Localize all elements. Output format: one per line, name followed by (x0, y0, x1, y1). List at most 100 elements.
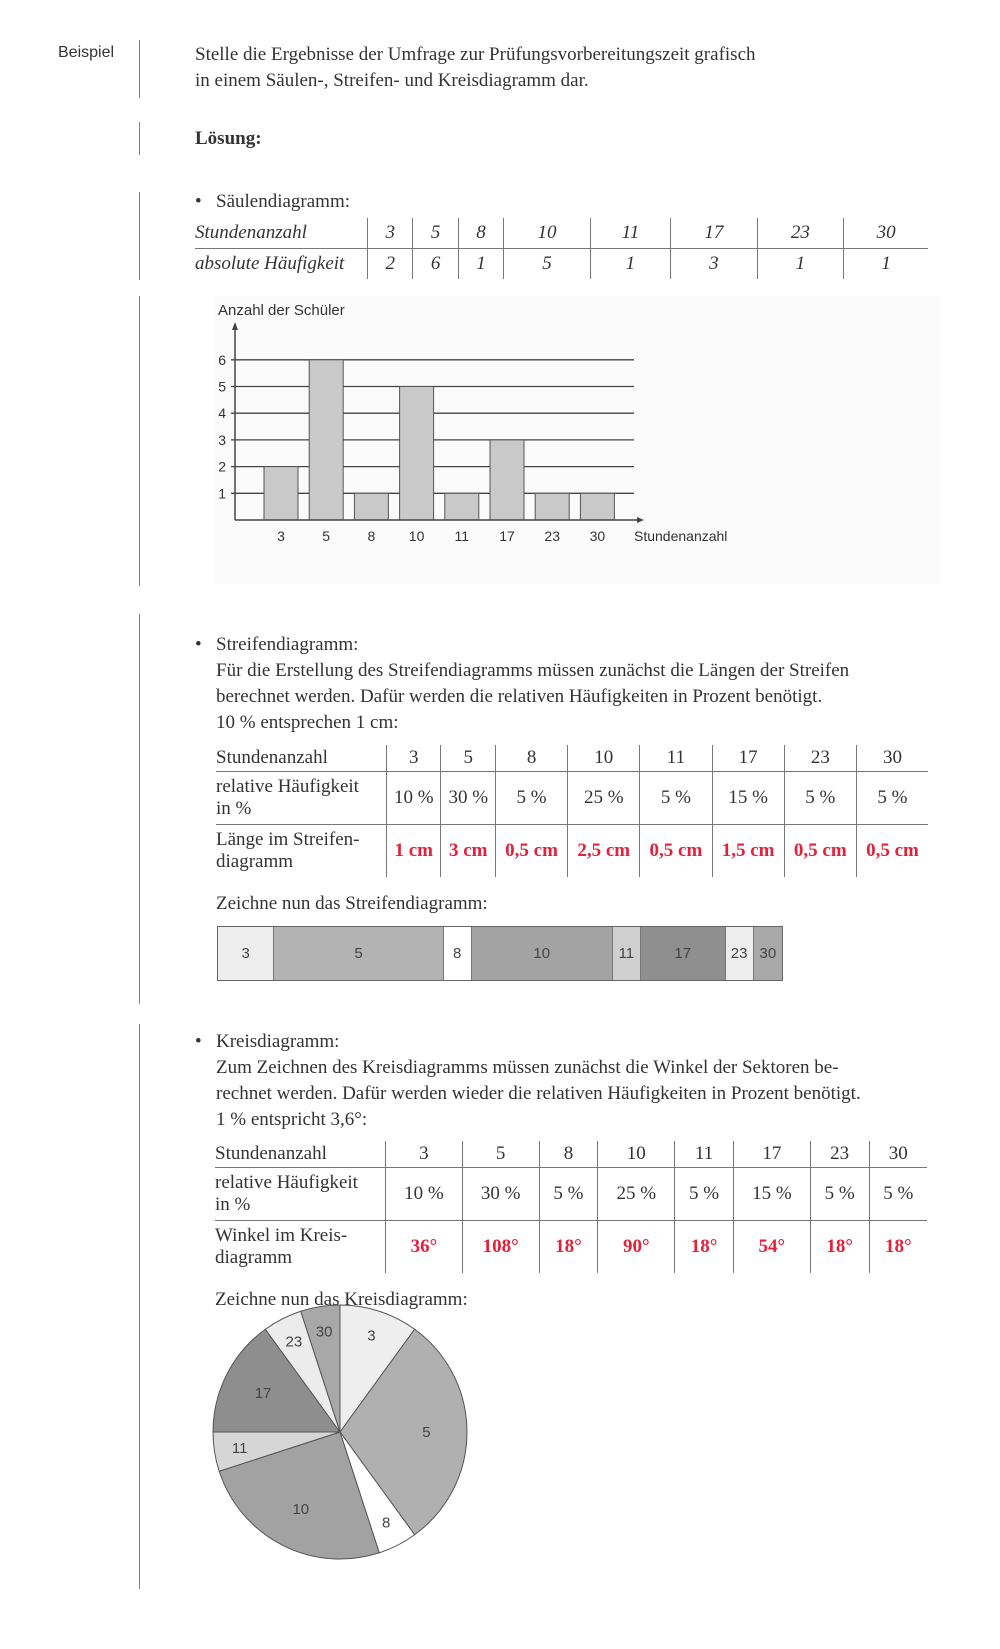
y-tick-label: 4 (218, 405, 226, 421)
y-axis-label: Anzahl der Schüler (218, 302, 345, 319)
x-axis-label: Stundenanzahl (634, 528, 727, 544)
result-cell: 2,5 cm (567, 824, 640, 877)
table-row: Stundenanzahl 3 5 8 10 11 17 23 30 (215, 1141, 927, 1168)
bar (444, 492, 480, 521)
bar (399, 386, 435, 521)
table-row: relative Häufigkeit in % 10 % 30 % 5 % 25 % 5 … (216, 771, 928, 825)
rel-cell: 5 % (783, 771, 857, 825)
x-tick-label: 11 (455, 528, 470, 544)
row-label: Stundenanzahl (195, 218, 368, 249)
x-tick-label: 8 (368, 528, 376, 544)
abs-frequency-cell: 3 (670, 248, 758, 279)
result-cell: 0,5 cm (639, 824, 713, 877)
rel-cell: 10 % (385, 771, 441, 825)
row-label: Stundenanzahl (215, 1141, 386, 1168)
strip-segment: 11 (612, 927, 641, 980)
bar (353, 492, 389, 521)
strip-text-2: berechnet werden. Dafür werden die relat… (216, 686, 823, 707)
bar-section-title: Säulendiagramm: (195, 189, 350, 215)
result-cell: 1 cm (385, 824, 441, 877)
rel-cell: 5 % (639, 771, 713, 825)
x-tick-label: 10 (409, 528, 425, 544)
pie-slice (218, 1431, 380, 1560)
rel-cell: 5 % (809, 1167, 870, 1221)
x-tick-label: 5 (322, 528, 330, 544)
margin-rule (139, 122, 140, 155)
strip-text-1: Für die Erstellung des Streifendiagramms… (216, 660, 850, 681)
pie-slice (339, 1328, 468, 1536)
hours-cell: 23 (756, 218, 844, 249)
hours-cell: 17 (670, 218, 758, 249)
pie-slice-label: 5 (422, 1424, 430, 1441)
hours-cell: 8 (538, 1141, 598, 1168)
abs-frequency-cell: 6 (412, 248, 459, 279)
row-label-line: relative Häufigkeit (216, 776, 359, 797)
margin-rule (139, 40, 140, 98)
abs-frequency-cell: 1 (843, 248, 928, 279)
margin-rule (139, 614, 140, 1004)
table-row: relative Häufigkeit in % 10 % 30 % 5 % 25 % 5 … (215, 1167, 927, 1221)
x-tick-label: 30 (590, 528, 606, 544)
strip-draw-prompt: Zeichne nun das Streifendiagramm: (216, 893, 488, 914)
hours-cell: 17 (711, 745, 785, 772)
bar (489, 439, 525, 521)
pie-slice-label: 17 (255, 1385, 272, 1402)
strip-segment: 30 (753, 927, 782, 980)
abs-frequency-cell: 1 (589, 248, 671, 279)
pie-slice (300, 1304, 341, 1433)
rel-cell: 5 % (868, 1167, 927, 1221)
x-tick-label: 23 (544, 528, 560, 544)
pie-slice-label: 8 (382, 1515, 390, 1532)
result-cell: 18° (674, 1220, 734, 1273)
x-tick-label: 3 (277, 528, 285, 544)
result-cell: 108° (461, 1220, 540, 1273)
abs-frequency-cell: 2 (366, 248, 413, 279)
task-line-2: in einem Säulen-, Streifen- und Kreisdia… (195, 70, 589, 91)
hours-cell: 30 (855, 745, 928, 772)
result-cell: 3 cm (440, 824, 496, 877)
result-cell: 18° (538, 1220, 598, 1273)
pie-slice-label: 11 (232, 1440, 248, 1457)
strip-section-title: Streifendiagramm: (195, 632, 359, 658)
row-label-line: diagramm (215, 1247, 293, 1268)
result-cell: 0,5 cm (855, 824, 928, 877)
rel-cell: 5 % (538, 1167, 598, 1221)
row-label-line: Stundenanzahl (216, 747, 328, 768)
pie-slice (339, 1304, 416, 1434)
pie-slice-label: 30 (316, 1324, 333, 1341)
row-label-line: Winkel im Kreis- (215, 1225, 348, 1246)
result-cell: 0,5 cm (783, 824, 857, 877)
hours-cell: 5 (461, 1141, 540, 1168)
row-label: Länge im Streifen-diagramm (216, 824, 387, 877)
row-label-line: Länge im Streifen- (216, 829, 360, 850)
strip-segment: 3 (218, 927, 275, 980)
hours-cell: 30 (843, 218, 928, 249)
y-tick-label: 1 (218, 485, 226, 501)
pie-section-title: Kreisdiagramm: (195, 1029, 340, 1055)
hours-cell: 3 (385, 1141, 463, 1168)
rel-cell: 5 % (855, 771, 928, 825)
y-tick-label: 2 (218, 459, 226, 475)
bar (579, 492, 615, 521)
row-label: Winkel im Kreis-diagramm (215, 1220, 386, 1273)
example-label: Beispiel (58, 44, 115, 61)
result-cell: 90° (597, 1220, 675, 1273)
margin-rule (139, 192, 140, 280)
strip-segment: 10 (471, 927, 613, 980)
abs-frequency-cell: 1 (457, 248, 504, 279)
pie-chart: 3 5 8 10 11 17 23 30 (212, 1304, 468, 1560)
hours-cell: 10 (597, 1141, 675, 1168)
row-label: Stundenanzahl (216, 745, 387, 772)
table-row: Länge im Streifen-diagramm 1 cm 3 cm 0,5 cm… (216, 824, 928, 877)
hours-cell: 23 (783, 745, 857, 772)
hours-cell: 3 (385, 745, 441, 772)
hours-cell: 8 (457, 218, 504, 249)
strip-segment: 17 (640, 927, 726, 980)
rel-cell: 5 % (674, 1167, 734, 1221)
pie-text-3: 1 % entspricht 3,6°: (216, 1109, 368, 1130)
strip-segment: 8 (443, 927, 472, 980)
y-tick-label: 5 (218, 379, 226, 395)
row-label-line: Stundenanzahl (215, 1143, 327, 1164)
pie-slice-label: 10 (292, 1501, 309, 1518)
hours-cell: 30 (868, 1141, 927, 1168)
